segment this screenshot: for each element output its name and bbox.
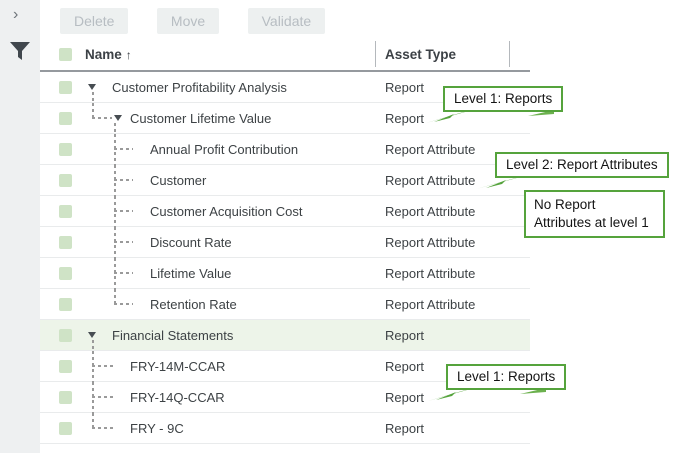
row-name: Financial Statements <box>112 328 233 343</box>
row-checkbox[interactable] <box>59 81 72 94</box>
row-checkbox[interactable] <box>59 236 72 249</box>
column-divider[interactable] <box>509 41 510 67</box>
move-button[interactable]: Move <box>157 8 219 34</box>
row-asset-type: Report <box>385 80 424 95</box>
column-header-asset-type[interactable]: Asset Type <box>385 47 456 62</box>
left-rail: › <box>0 0 40 453</box>
row-name: FRY - 9C <box>130 421 184 436</box>
row-asset-type: Report <box>385 390 424 405</box>
expand-panel-chevron-icon[interactable]: › <box>13 6 18 24</box>
table-row[interactable]: FRY - 9C Report <box>40 413 530 444</box>
row-asset-type: Report <box>385 111 424 126</box>
toolbar: Delete Move Validate <box>40 0 700 38</box>
tree-connector <box>92 117 112 119</box>
row-name: Customer Lifetime Value <box>130 111 271 126</box>
row-asset-type: Report Attribute <box>385 297 475 312</box>
row-checkbox[interactable] <box>59 360 72 373</box>
row-checkbox[interactable] <box>59 143 72 156</box>
row-checkbox[interactable] <box>59 391 72 404</box>
delete-button[interactable]: Delete <box>60 8 128 34</box>
tree-connector <box>92 365 116 367</box>
annotation-no-report-attributes: No Report Attributes at level 1 <box>524 190 665 238</box>
row-name: Customer <box>150 173 206 188</box>
table-row[interactable]: Customer Report Attribute <box>40 165 530 196</box>
tree-connector <box>114 272 133 274</box>
row-checkbox[interactable] <box>59 298 72 311</box>
row-asset-type: Report <box>385 421 424 436</box>
tree-connector <box>114 289 116 304</box>
row-name: Customer Acquisition Cost <box>150 204 302 219</box>
tree-connector <box>114 303 133 305</box>
collapse-arrow-icon[interactable] <box>114 115 122 121</box>
row-name: FRY-14M-CCAR <box>130 359 225 374</box>
tree-connector <box>92 413 94 428</box>
collapse-arrow-icon[interactable] <box>88 84 96 90</box>
table-header-row: Name ↑ Asset Type <box>40 38 530 72</box>
row-asset-type: Report Attribute <box>385 173 475 188</box>
annotation-level1-reports-top: Level 1: Reports <box>443 86 563 112</box>
tree-connector <box>114 148 133 150</box>
row-asset-type: Report Attribute <box>385 235 475 250</box>
row-checkbox[interactable] <box>59 205 72 218</box>
row-checkbox[interactable] <box>59 112 72 125</box>
funnel-icon-glyph <box>9 40 31 62</box>
tree-connector <box>114 210 133 212</box>
row-asset-type: Report Attribute <box>385 266 475 281</box>
column-divider[interactable] <box>375 41 376 67</box>
table-row[interactable]: Lifetime Value Report Attribute <box>40 258 530 289</box>
table-row[interactable]: Retention Rate Report Attribute <box>40 289 530 320</box>
row-checkbox[interactable] <box>59 174 72 187</box>
annotation-level2-report-attributes: Level 2: Report Attributes <box>495 152 669 178</box>
tree-connector <box>92 92 94 103</box>
collapse-arrow-icon[interactable] <box>88 332 96 338</box>
row-asset-type: Report <box>385 359 424 374</box>
asset-tree-screen: › Delete Move Validate Name ↑ Asset Type <box>0 0 700 453</box>
annotation-level1-reports-bottom: Level 1: Reports <box>446 364 566 390</box>
row-checkbox[interactable] <box>59 329 72 342</box>
tree-connector <box>92 427 116 429</box>
tree-connector <box>92 396 116 398</box>
row-checkbox[interactable] <box>59 267 72 280</box>
table-row-selected[interactable]: Financial Statements Report <box>40 320 530 351</box>
table-row[interactable]: Customer Acquisition Cost Report Attribu… <box>40 196 530 227</box>
row-name: FRY-14Q-CCAR <box>130 390 225 405</box>
row-name: Retention Rate <box>150 297 237 312</box>
row-asset-type: Report Attribute <box>385 142 475 157</box>
row-name: Discount Rate <box>150 235 232 250</box>
select-all-checkbox[interactable] <box>59 48 72 61</box>
row-name: Annual Profit Contribution <box>150 142 298 157</box>
tree-connector <box>114 179 133 181</box>
table-row[interactable]: Annual Profit Contribution Report Attrib… <box>40 134 530 165</box>
validate-button[interactable]: Validate <box>248 8 326 34</box>
row-name: Customer Profitability Analysis <box>112 80 287 95</box>
tree-connector <box>114 123 116 134</box>
row-asset-type: Report Attribute <box>385 204 475 219</box>
sort-ascending-icon: ↑ <box>126 48 132 62</box>
row-asset-type: Report <box>385 328 424 343</box>
row-name: Lifetime Value <box>150 266 231 281</box>
name-header-label: Name <box>85 47 122 62</box>
tree-connector <box>92 340 94 351</box>
row-checkbox[interactable] <box>59 422 72 435</box>
tree-connector <box>114 241 133 243</box>
filter-icon[interactable] <box>9 40 31 67</box>
column-header-name[interactable]: Name ↑ <box>85 47 132 62</box>
table-row[interactable]: Discount Rate Report Attribute <box>40 227 530 258</box>
tree-connector <box>92 103 94 118</box>
